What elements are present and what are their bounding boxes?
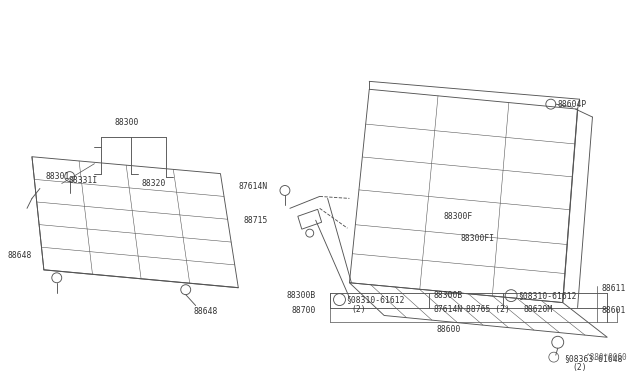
Text: §08310-61612: §08310-61612	[518, 291, 577, 300]
Text: 88300F: 88300F	[444, 212, 473, 221]
Text: 88700: 88700	[291, 306, 316, 315]
Text: 88601: 88601	[602, 305, 626, 315]
Text: (2): (2)	[351, 305, 366, 314]
Text: §08310-61612: §08310-61612	[346, 295, 405, 304]
Text: 87614N: 87614N	[434, 305, 463, 314]
Text: ^880*0060: ^880*0060	[586, 353, 627, 362]
Text: 88300B: 88300B	[434, 291, 463, 300]
Text: 88331I: 88331I	[68, 176, 97, 185]
Text: 88604P: 88604P	[557, 100, 587, 109]
Text: 88300FI: 88300FI	[461, 234, 495, 243]
Text: 88611: 88611	[602, 284, 626, 293]
Text: 88620M: 88620M	[523, 305, 552, 314]
Text: 88300: 88300	[114, 118, 138, 127]
Text: 88301: 88301	[45, 172, 70, 181]
Text: 88320: 88320	[141, 179, 166, 187]
Text: 88648: 88648	[194, 307, 218, 316]
Text: 88648: 88648	[8, 251, 32, 260]
Text: 88715: 88715	[244, 216, 268, 225]
Text: 88300B: 88300B	[287, 291, 316, 300]
Text: (2): (2)	[573, 363, 588, 372]
Text: 87614N: 87614N	[239, 182, 268, 191]
Text: §08363-61648: §08363-61648	[564, 355, 623, 363]
Text: 88600: 88600	[436, 326, 461, 334]
Text: 88765 (2): 88765 (2)	[467, 305, 510, 314]
